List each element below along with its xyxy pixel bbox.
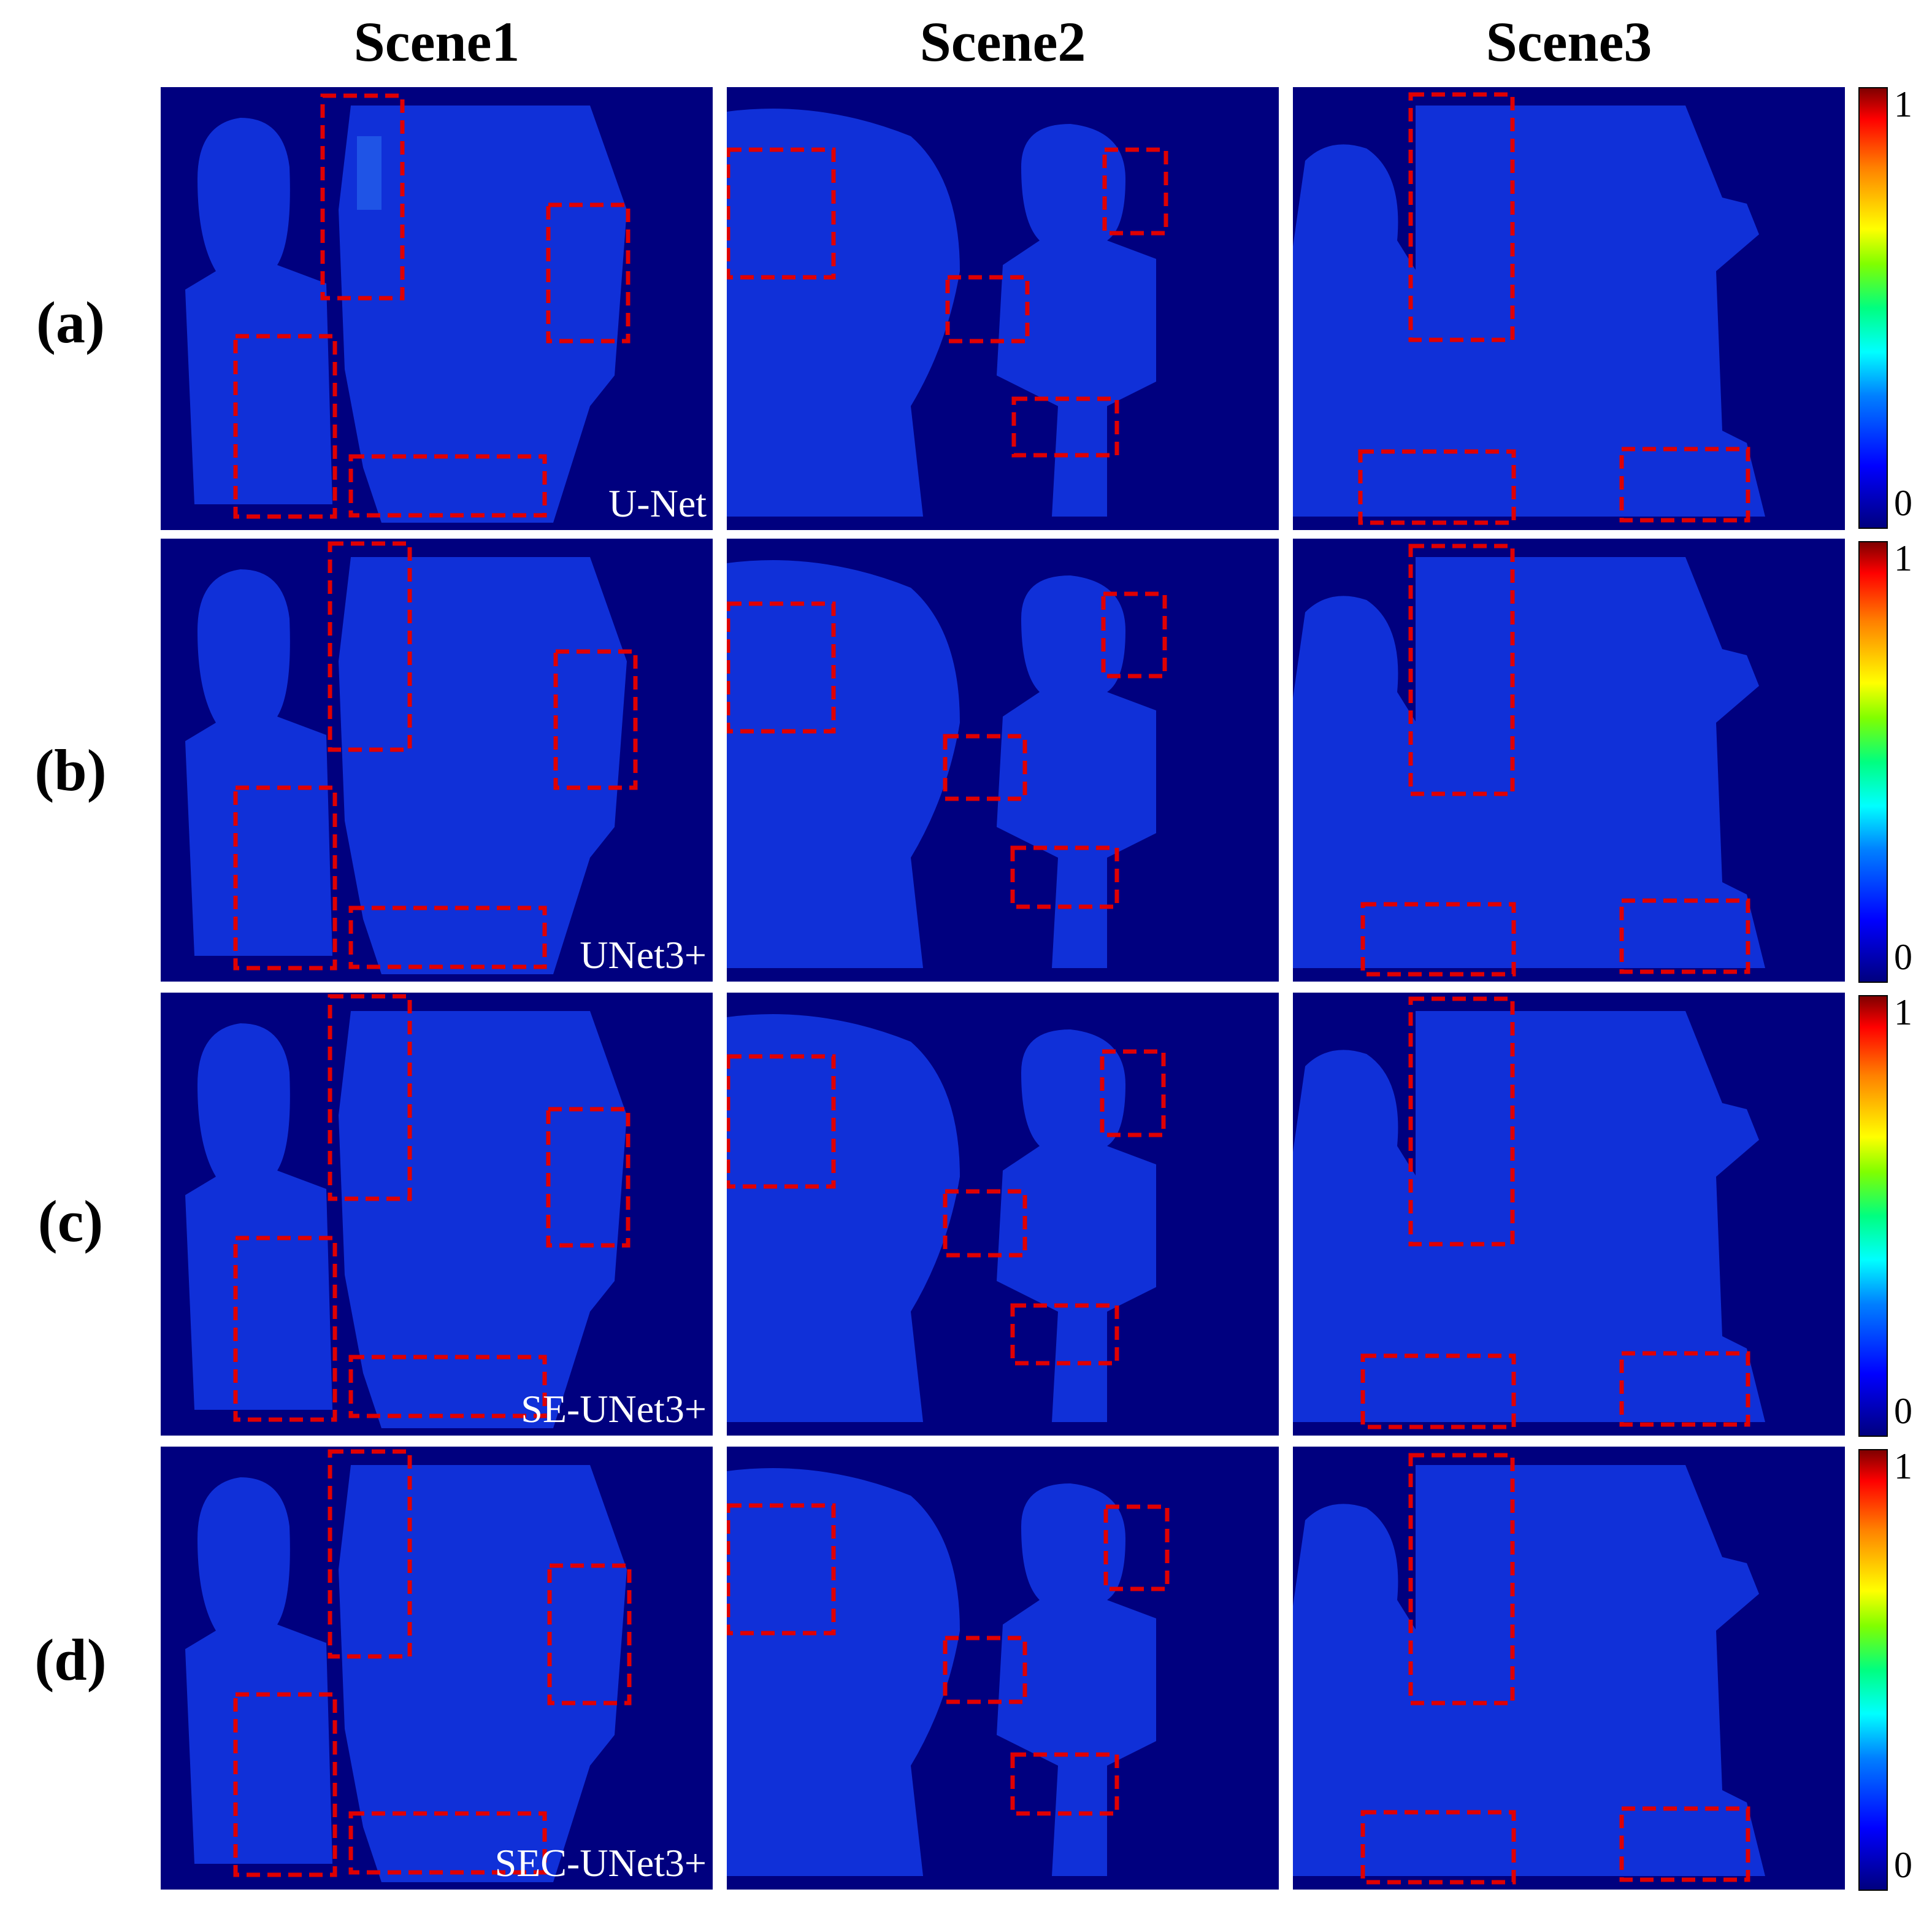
column-title-scene2: Scene2: [919, 10, 1086, 73]
colorbar: [1858, 995, 1888, 1437]
error-map-figure: [185, 994, 631, 1428]
colorbar-max-label: 1: [1894, 992, 1912, 1033]
error-map-figure: [727, 1468, 1170, 1876]
error-map-d-scene3: [1293, 1447, 1845, 1890]
colorbar: [1858, 1449, 1888, 1891]
error-map-d-scene1: SEC-UNet3+: [161, 1447, 713, 1890]
error-map-figure: [727, 1014, 1166, 1422]
error-map-c-scene3: [1293, 993, 1845, 1436]
error-map-figure: [1293, 1453, 1765, 1885]
error-map-b-scene1: UNet3+: [161, 539, 713, 982]
row-label-c: (c): [37, 1188, 104, 1254]
method-label-unet3plus: UNet3+: [580, 933, 707, 977]
column-title-scene3: Scene3: [1485, 10, 1652, 73]
colorbar-min-label: 0: [1894, 937, 1912, 977]
method-label-sec-unet3plus: SEC-UNet3+: [494, 1841, 707, 1885]
error-map-figure: [727, 109, 1168, 517]
error-map-a-scene1: U-Net: [161, 87, 713, 530]
colorbar-max-label: 1: [1894, 84, 1912, 125]
error-map-a-scene2: [727, 87, 1279, 530]
error-map-b-scene2: [727, 539, 1279, 982]
error-map-figure: [727, 560, 1167, 968]
error-map-c-scene1: SE-UNet3+: [161, 993, 713, 1436]
error-map-b-scene3: [1293, 539, 1845, 982]
colorbar-min-label: 0: [1894, 1845, 1912, 1885]
row-label-b: (b): [34, 737, 107, 803]
row-label-d: (d): [34, 1627, 107, 1693]
error-map-c-scene2: [727, 993, 1279, 1436]
row-label-a: (a): [36, 290, 105, 355]
error-map-figure: [185, 1449, 632, 1882]
error-map-d-scene2: [727, 1447, 1279, 1890]
error-map-figure: [1293, 92, 1765, 525]
error-map-figure: [185, 93, 631, 523]
error-map-figure: [185, 541, 638, 974]
error-map-figure: [1293, 996, 1765, 1429]
error-map-figure: [1293, 544, 1765, 977]
method-label-se-unet3plus: SE-UNet3+: [521, 1387, 707, 1431]
colorbar-min-label: 0: [1894, 483, 1912, 523]
error-map-a-scene3: [1293, 87, 1845, 530]
colorbar: [1858, 541, 1888, 983]
colorbar-max-label: 1: [1894, 1446, 1912, 1486]
colorbar-min-label: 0: [1894, 1391, 1912, 1431]
column-title-scene1: Scene1: [353, 10, 520, 73]
colorbar: [1858, 87, 1888, 529]
colorbar-max-label: 1: [1894, 538, 1912, 579]
method-label-unet: U-Net: [608, 482, 707, 525]
